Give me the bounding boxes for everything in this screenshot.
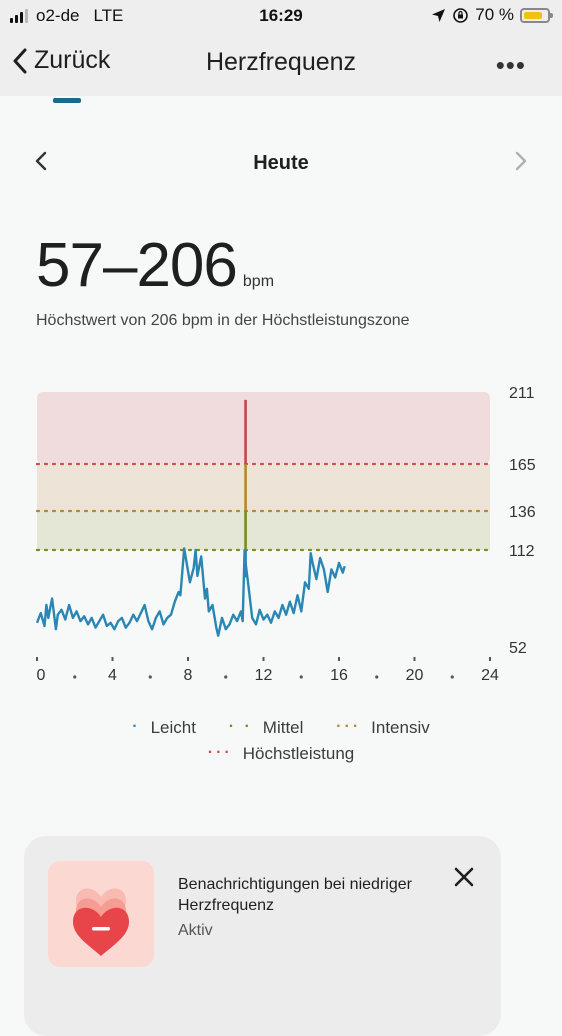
status-right: 70 % bbox=[431, 5, 553, 25]
x-tick-label: 0 bbox=[37, 667, 46, 684]
legend-item-hoechstleistung: ··· Höchstleistung bbox=[208, 744, 355, 764]
x-tick-dot bbox=[224, 675, 228, 679]
status-time: 16:29 bbox=[259, 6, 303, 25]
legend-item-leicht: · Leicht bbox=[132, 718, 196, 738]
y-tick-label: 112 bbox=[509, 543, 535, 560]
heart-minus-icon bbox=[48, 861, 154, 967]
x-tick-label: 4 bbox=[108, 667, 117, 684]
next-day-button[interactable] bbox=[514, 150, 528, 179]
carrier-label: o2-de bbox=[36, 6, 80, 25]
nav-bar: Zurück Herzfrequenz ••• bbox=[0, 32, 562, 96]
x-tick-label: 24 bbox=[481, 667, 499, 684]
date-label: Heute bbox=[253, 152, 309, 174]
legend-marker: · bbox=[132, 718, 141, 735]
x-tick-label: 12 bbox=[255, 667, 273, 684]
status-bar: o2-de LTE 16:29 70 % bbox=[0, 0, 562, 32]
y-tick-label: 211 bbox=[509, 385, 535, 402]
legend-row-2: ··· Höchstleistung bbox=[0, 744, 562, 764]
legend-label: Höchstleistung bbox=[242, 744, 355, 763]
zone-0 bbox=[37, 392, 490, 464]
card-status: Aktiv bbox=[178, 922, 213, 939]
page-title: Herzfrequenz bbox=[205, 48, 357, 76]
legend-marker: · · bbox=[228, 718, 253, 735]
heart-rate-range: 57–206 bpm bbox=[36, 230, 274, 301]
back-button[interactable]: Zurück bbox=[12, 46, 110, 75]
signal-icon bbox=[10, 9, 28, 23]
legend-row-1: · Leicht · · Mittel ··· Intensiv bbox=[0, 718, 562, 738]
status-left: o2-de LTE bbox=[10, 6, 123, 26]
x-tick-label: 8 bbox=[184, 667, 193, 684]
legend-marker: ··· bbox=[336, 718, 362, 735]
range-value: 57–206 bbox=[36, 231, 238, 300]
series-line-herzfrequenz bbox=[35, 547, 346, 637]
chevron-left-icon bbox=[13, 48, 27, 73]
chevron-left-icon bbox=[35, 151, 47, 171]
back-label: Zurück bbox=[34, 46, 111, 74]
chevron-right-icon bbox=[515, 151, 527, 171]
legend-label: Mittel bbox=[262, 718, 304, 737]
legend-label: Leicht bbox=[150, 718, 196, 737]
tab-indicator bbox=[53, 98, 81, 103]
legend-item-intensiv: ··· Intensiv bbox=[336, 718, 430, 738]
previous-day-button[interactable] bbox=[34, 150, 48, 179]
range-unit: bpm bbox=[242, 273, 275, 290]
heart-rate-chart[interactable]: 211 165 136 112 52 0 4 8 12 16 20 24 bbox=[0, 370, 562, 690]
x-tick-dot bbox=[299, 675, 303, 679]
legend-label: Intensiv bbox=[371, 718, 430, 737]
x-tick-dot bbox=[73, 675, 77, 679]
battery-icon bbox=[520, 7, 553, 23]
y-tick-label: 136 bbox=[509, 504, 536, 521]
battery-percent: 70 % bbox=[475, 5, 514, 24]
more-icon[interactable]: ••• bbox=[495, 50, 526, 80]
location-arrow-icon bbox=[432, 8, 446, 22]
x-tick-label: 20 bbox=[406, 667, 424, 684]
y-tick-label: 52 bbox=[509, 640, 527, 657]
peak-description: Höchstwert von 206 bpm in der Höchstleis… bbox=[36, 312, 410, 329]
legend-marker: ··· bbox=[207, 744, 233, 761]
zone-1 bbox=[37, 464, 490, 511]
close-icon[interactable] bbox=[453, 864, 475, 894]
rotation-lock-icon bbox=[453, 7, 469, 23]
network-label: LTE bbox=[93, 6, 124, 25]
x-tick-dot bbox=[148, 675, 152, 679]
y-tick-label: 165 bbox=[509, 457, 536, 474]
x-tick-dot bbox=[375, 675, 379, 679]
x-tick-label: 16 bbox=[330, 667, 348, 684]
legend-item-mittel: · · Mittel bbox=[229, 718, 304, 738]
low-heart-rate-card[interactable]: Benachrichtigungen bei niedriger Herzfre… bbox=[24, 836, 501, 1036]
zone-2 bbox=[37, 511, 490, 550]
x-tick-dot bbox=[450, 675, 454, 679]
card-title: Benachrichtigungen bei niedriger Herzfre… bbox=[178, 876, 412, 914]
date-navigator: Heute bbox=[0, 150, 562, 180]
